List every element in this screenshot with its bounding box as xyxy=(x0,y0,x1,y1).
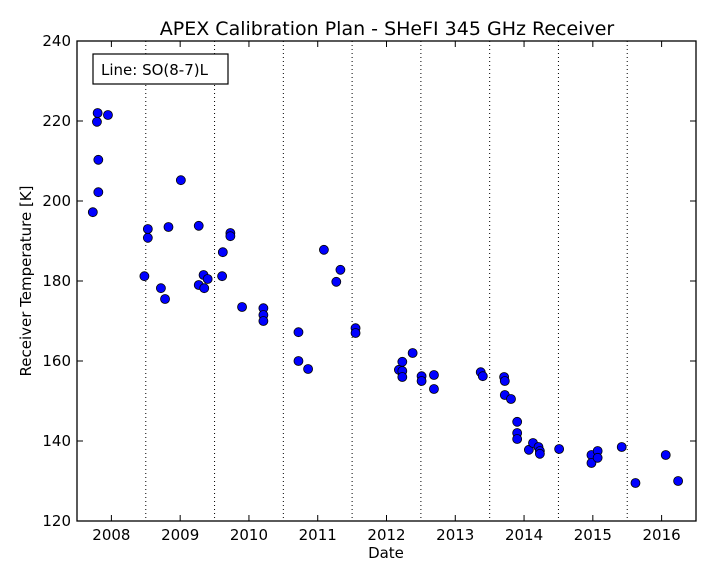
data-point xyxy=(335,264,346,275)
data-point xyxy=(142,232,153,243)
gridlines xyxy=(145,41,628,521)
data-point xyxy=(429,384,439,394)
data-point xyxy=(592,452,603,463)
data-point xyxy=(499,376,510,386)
data-point xyxy=(199,283,210,294)
data-point xyxy=(217,271,228,282)
data-point xyxy=(350,328,361,338)
y-axis-ticks: 120 140 160 180 200 220 240 xyxy=(42,32,696,530)
data-point xyxy=(92,116,102,127)
data-point xyxy=(293,356,304,366)
data-point xyxy=(175,175,186,186)
chart-title: APEX Calibration Plan - SHeFI 345 GHz Re… xyxy=(160,18,615,40)
data-point xyxy=(193,220,204,231)
x-tick-label: 2010 xyxy=(230,526,268,544)
data-point xyxy=(142,224,153,234)
data-point xyxy=(397,356,408,367)
data-point xyxy=(217,247,228,258)
x-axis-label: Date xyxy=(368,544,404,562)
data-point xyxy=(616,442,627,452)
y-axis-label: Receiver Temperature [K] xyxy=(17,186,35,377)
data-point xyxy=(534,448,545,459)
data-point xyxy=(156,283,166,294)
data-point xyxy=(225,231,236,242)
data-point xyxy=(630,478,641,488)
y-tick-label: 120 xyxy=(42,512,71,530)
data-point xyxy=(258,316,269,326)
x-axis-ticks: 2008 2009 2010 2011 2012 2013 2014 2015 2016 xyxy=(92,41,681,544)
data-points xyxy=(87,108,684,488)
x-tick-label: 2014 xyxy=(505,526,543,544)
data-point xyxy=(163,222,174,232)
x-tick-label: 2013 xyxy=(436,526,474,544)
y-tick-label: 140 xyxy=(42,432,71,450)
data-point xyxy=(92,108,103,118)
data-point xyxy=(319,244,329,255)
data-point xyxy=(506,394,516,404)
data-point xyxy=(429,370,439,380)
data-point xyxy=(103,110,113,120)
data-point xyxy=(93,154,104,165)
data-point xyxy=(477,371,488,382)
data-point xyxy=(237,302,247,312)
data-point xyxy=(331,276,342,287)
data-point xyxy=(160,294,170,304)
data-point xyxy=(512,416,523,427)
data-point xyxy=(139,271,150,282)
x-tick-label: 2009 xyxy=(161,526,199,544)
data-point xyxy=(586,458,597,468)
data-point xyxy=(554,444,565,454)
data-point xyxy=(303,364,313,374)
data-point xyxy=(397,372,408,382)
data-point xyxy=(512,434,523,444)
data-point xyxy=(416,376,427,386)
x-tick-label: 2008 xyxy=(92,526,130,544)
legend-box xyxy=(92,53,229,85)
y-tick-label: 220 xyxy=(42,112,71,130)
y-tick-label: 200 xyxy=(42,192,71,210)
data-point xyxy=(202,274,213,284)
data-point xyxy=(673,476,684,486)
y-tick-label: 240 xyxy=(42,32,71,50)
x-tick-label: 2012 xyxy=(367,526,405,544)
legend-text: Line: SO(8-7)L xyxy=(101,61,209,79)
data-point xyxy=(93,187,104,198)
y-tick-label: 160 xyxy=(42,352,71,370)
data-point xyxy=(87,207,98,218)
legend: Line: SO(8-7)L xyxy=(92,53,229,85)
data-point xyxy=(293,327,304,338)
x-tick-label: 2016 xyxy=(643,526,681,544)
x-tick-label: 2015 xyxy=(574,526,612,544)
data-point xyxy=(407,348,418,358)
data-point xyxy=(660,450,671,460)
y-tick-label: 180 xyxy=(42,272,71,290)
x-tick-label: 2011 xyxy=(299,526,337,544)
